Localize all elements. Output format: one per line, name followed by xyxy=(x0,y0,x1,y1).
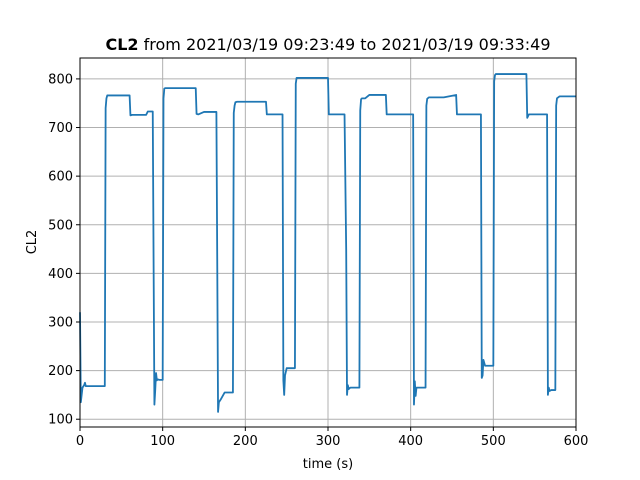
chart-title: CL2 from 2021/03/19 09:23:49 to 2021/03/… xyxy=(105,35,550,54)
y-tick-label: 200 xyxy=(48,364,73,379)
x-tick-label: 0 xyxy=(76,434,84,449)
x-tick-label: 500 xyxy=(481,434,506,449)
y-axis-ticks: 100 200 300 400 500 600 700 800 xyxy=(48,72,80,428)
y-tick-label: 400 xyxy=(48,267,73,282)
chart-title-rest: from 2021/03/19 09:23:49 to 2021/03/19 0… xyxy=(139,35,551,54)
y-tick-label: 600 xyxy=(48,170,73,185)
x-axis-label: time (s) xyxy=(303,457,353,472)
x-tick-label: 200 xyxy=(233,434,258,449)
series-group xyxy=(79,73,576,413)
y-axis-label: CL2 xyxy=(25,230,40,255)
chart-title-bold: CL2 xyxy=(105,35,138,54)
y-tick-label: 300 xyxy=(48,315,73,330)
y-tick-label: 700 xyxy=(48,121,73,136)
x-axis-ticks: 0 100 200 300 400 500 600 xyxy=(76,427,589,449)
y-tick-label: 100 xyxy=(48,413,73,428)
series-line xyxy=(79,73,576,413)
x-tick-label: 600 xyxy=(564,434,589,449)
y-tick-label: 800 xyxy=(48,72,73,87)
x-tick-label: 400 xyxy=(398,434,423,449)
x-tick-label: 100 xyxy=(150,434,175,449)
y-tick-label: 500 xyxy=(48,218,73,233)
x-tick-label: 300 xyxy=(316,434,341,449)
